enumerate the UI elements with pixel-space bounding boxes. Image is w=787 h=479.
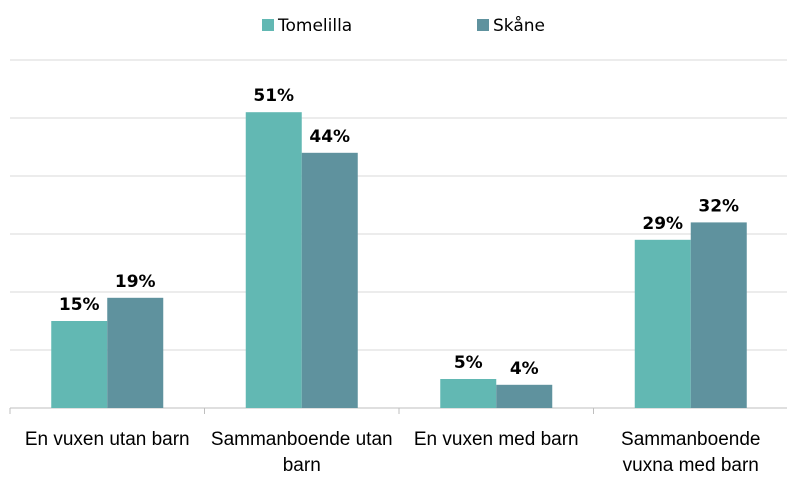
bar [245,112,302,408]
value-label: 15% [59,295,100,315]
bar [440,379,497,408]
value-label: 19% [115,272,156,292]
bar [51,321,108,408]
value-label: 5% [454,353,483,373]
x-tick-label: En vuxen utan barn [24,429,190,450]
value-label: 4% [510,359,539,379]
bar [107,297,164,408]
legend-swatch [262,19,274,31]
value-label: 29% [642,214,683,234]
x-tick-label: En vuxen med barn [413,429,579,450]
bar [301,152,358,408]
value-label: 44% [309,127,350,147]
x-tick-label: Sammanboende vuxna med barn [621,429,761,476]
bar [496,384,553,408]
legend-label: Skåne [493,15,545,36]
x-tick-label: Sammanboende utan barn [210,429,393,476]
bar [690,222,747,408]
legend-swatch [477,19,489,31]
value-label: 32% [698,196,739,216]
legend-label: Tomelilla [277,16,352,36]
bar [634,239,691,408]
value-label: 51% [253,86,294,106]
